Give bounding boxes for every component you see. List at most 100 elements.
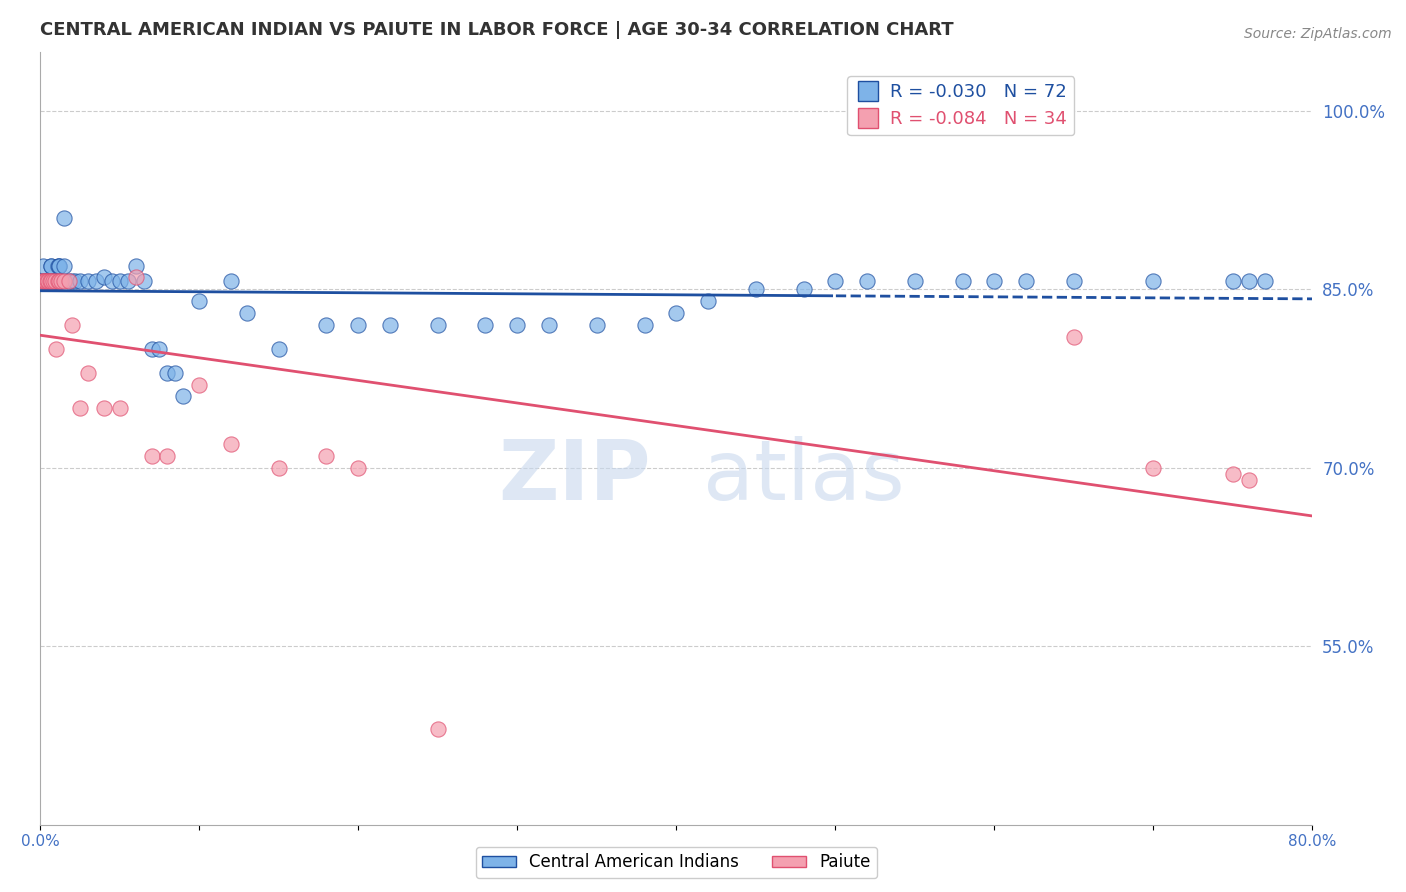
Point — [48, 274, 70, 288]
Point — [34, 274, 56, 288]
Point — [41, 259, 63, 273]
Point — [49, 274, 72, 288]
Point — [38, 274, 60, 288]
Point — [141, 449, 163, 463]
Point — [32, 274, 55, 288]
Point — [1142, 274, 1164, 288]
Point — [1222, 274, 1244, 288]
Text: atlas: atlas — [703, 436, 904, 517]
Point — [49, 274, 72, 288]
Point — [1237, 473, 1260, 487]
Point — [315, 318, 337, 332]
Point — [124, 259, 146, 273]
Point — [34, 274, 56, 288]
Point — [53, 274, 76, 288]
Point — [63, 274, 86, 288]
Point — [69, 274, 91, 288]
Point — [41, 259, 63, 273]
Point — [60, 274, 83, 288]
Point — [41, 274, 63, 288]
Point — [44, 274, 66, 288]
Point — [42, 274, 65, 288]
Point — [37, 274, 59, 288]
Point — [219, 274, 242, 288]
Point — [58, 274, 80, 288]
Point — [315, 449, 337, 463]
Point — [42, 274, 65, 288]
Point — [745, 282, 768, 296]
Point — [1254, 274, 1277, 288]
Point — [132, 274, 155, 288]
Point — [219, 437, 242, 451]
Point — [172, 389, 194, 403]
Text: ZIP: ZIP — [498, 436, 651, 517]
Point — [904, 274, 927, 288]
Point — [35, 274, 58, 288]
Point — [697, 294, 720, 309]
Point — [236, 306, 259, 320]
Point — [983, 274, 1005, 288]
Point — [32, 259, 55, 273]
Point — [46, 274, 69, 288]
Point — [60, 318, 83, 332]
Point — [45, 342, 67, 356]
Text: CENTRAL AMERICAN INDIAN VS PAIUTE IN LABOR FORCE | AGE 30-34 CORRELATION CHART: CENTRAL AMERICAN INDIAN VS PAIUTE IN LAB… — [41, 21, 953, 39]
Point — [1237, 274, 1260, 288]
Point — [156, 449, 179, 463]
Point — [148, 342, 170, 356]
Point — [77, 366, 100, 380]
Point — [1015, 274, 1038, 288]
Point — [48, 259, 70, 273]
Point — [108, 274, 131, 288]
Point — [585, 318, 607, 332]
Point — [952, 274, 974, 288]
Point — [188, 294, 211, 309]
Point — [267, 342, 290, 356]
Point — [793, 282, 815, 296]
Point — [46, 274, 69, 288]
Point — [1063, 330, 1085, 344]
Point — [77, 274, 100, 288]
Point — [31, 274, 53, 288]
Point — [58, 274, 80, 288]
Point — [45, 274, 67, 288]
Point — [37, 274, 59, 288]
Point — [32, 274, 55, 288]
Point — [35, 274, 58, 288]
Point — [49, 274, 72, 288]
Point — [34, 274, 56, 288]
Point — [141, 342, 163, 356]
Point — [84, 274, 107, 288]
Point — [856, 274, 879, 288]
Point — [1222, 467, 1244, 481]
Point — [124, 270, 146, 285]
Point — [37, 274, 59, 288]
Point — [426, 723, 449, 737]
Point — [665, 306, 688, 320]
Point — [117, 274, 139, 288]
Point — [426, 318, 449, 332]
Point — [53, 259, 76, 273]
Point — [38, 274, 60, 288]
Point — [42, 274, 65, 288]
Point — [100, 274, 122, 288]
Point — [474, 318, 496, 332]
Point — [31, 274, 53, 288]
Legend: Central American Indians, Paiute: Central American Indians, Paiute — [475, 847, 877, 878]
Point — [165, 366, 187, 380]
Point — [156, 366, 179, 380]
Point — [1142, 460, 1164, 475]
Point — [45, 274, 67, 288]
Point — [69, 401, 91, 416]
Point — [48, 259, 70, 273]
Point — [44, 274, 66, 288]
Point — [506, 318, 529, 332]
Point — [378, 318, 401, 332]
Point — [633, 318, 655, 332]
Point — [44, 274, 66, 288]
Point — [34, 274, 56, 288]
Point — [1063, 274, 1085, 288]
Point — [824, 274, 846, 288]
Point — [46, 259, 69, 273]
Text: Source: ZipAtlas.com: Source: ZipAtlas.com — [1244, 27, 1392, 41]
